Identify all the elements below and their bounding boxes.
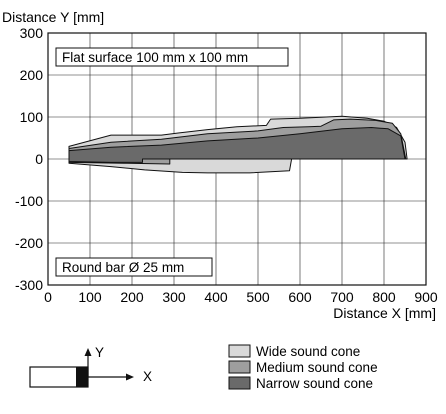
y-tick-label: 0 [35,151,43,167]
x-tick-label: 300 [162,289,186,305]
x-arrow-head [126,373,134,381]
x-tick-label: 0 [44,289,52,305]
legend-swatch-wide [228,344,251,358]
y-tick-label: -100 [15,193,43,209]
series-area-narrow-sound-cone [68,127,406,163]
legend: Wide sound cone Medium sound cone Narrow… [228,344,378,391]
series-group [68,115,408,174]
annotation-round-bar: Round bar Ø 25 mm [62,260,184,275]
icon-y-label: Y [95,345,104,360]
x-tick-label: 200 [120,289,144,305]
annotation-flat-surface: Flat surface 100 mm x 100 mm [62,50,248,65]
x-tick-label: 600 [288,289,312,305]
y-axis-title: Distance Y [mm] [2,9,104,25]
plot-frame [47,32,427,286]
icon-x-label: X [143,369,152,384]
sensor-axes-icon: Y X [29,345,152,388]
y-tick-label: 300 [20,25,44,41]
legend-swatch-medium [228,360,251,374]
y-tick-label: 100 [20,109,44,125]
annotation-box-flat [55,47,289,67]
legend-label-narrow: Narrow sound cone [256,376,373,391]
x-axis-title: Distance X [mm] [333,305,436,321]
x-tick-label: 500 [246,289,270,305]
x-tick-label: 900 [414,289,438,305]
sensor-head [76,367,88,387]
legend-label-medium: Medium sound cone [256,360,378,375]
x-tick-label: 100 [78,289,102,305]
tick-labels: 0 100 200 300 400 500 600 700 800 900 300 200 100 0 -1… [15,25,438,305]
y-tick-label: -200 [15,235,43,251]
x-tick-label: 700 [330,289,354,305]
x-tick-label: 800 [372,289,396,305]
y-tick-label: 200 [20,67,44,83]
y-arrow-head [84,348,92,356]
x-tick-label: 400 [204,289,228,305]
legend-label-wide: Wide sound cone [256,344,360,359]
legend-swatch-narrow [228,376,251,390]
y-tick-label: -300 [15,277,43,293]
annotation-box-round [55,257,213,277]
